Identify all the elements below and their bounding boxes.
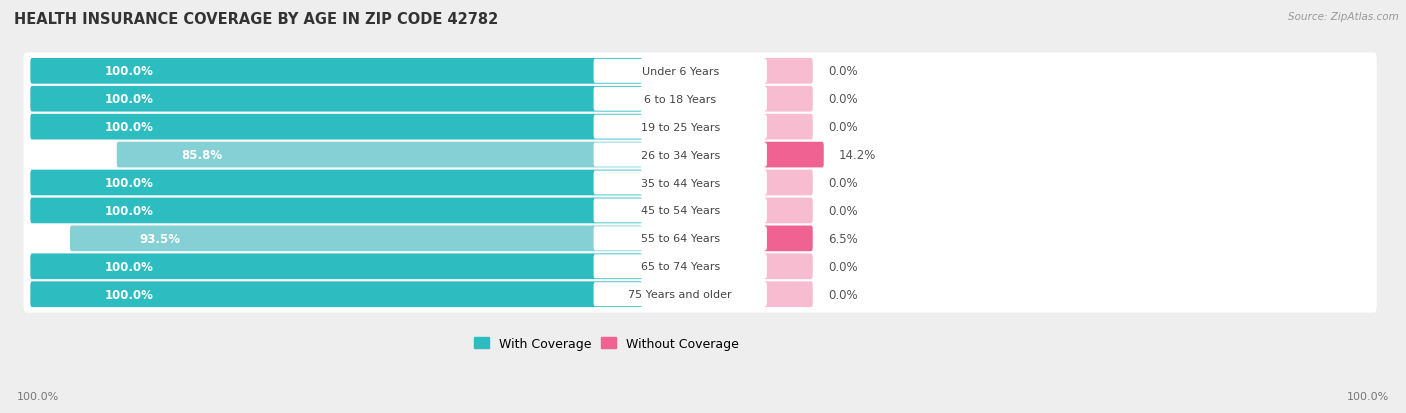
FancyBboxPatch shape (763, 282, 813, 307)
FancyBboxPatch shape (24, 165, 1376, 202)
FancyBboxPatch shape (24, 221, 1376, 257)
FancyBboxPatch shape (593, 115, 766, 139)
FancyBboxPatch shape (763, 142, 824, 168)
Text: 55 to 64 Years: 55 to 64 Years (641, 234, 720, 244)
FancyBboxPatch shape (593, 282, 766, 306)
Text: 6.5%: 6.5% (828, 232, 858, 245)
FancyBboxPatch shape (763, 254, 813, 280)
FancyBboxPatch shape (31, 198, 643, 224)
FancyBboxPatch shape (763, 87, 813, 112)
FancyBboxPatch shape (24, 248, 1376, 285)
Text: 14.2%: 14.2% (839, 149, 876, 161)
FancyBboxPatch shape (117, 142, 643, 168)
FancyBboxPatch shape (24, 81, 1376, 118)
Text: 45 to 54 Years: 45 to 54 Years (641, 206, 720, 216)
FancyBboxPatch shape (31, 87, 643, 112)
Text: 35 to 44 Years: 35 to 44 Years (641, 178, 720, 188)
FancyBboxPatch shape (24, 276, 1376, 313)
FancyBboxPatch shape (593, 59, 766, 83)
FancyBboxPatch shape (24, 53, 1376, 90)
Text: 0.0%: 0.0% (828, 177, 858, 190)
Text: 65 to 74 Years: 65 to 74 Years (641, 262, 720, 272)
FancyBboxPatch shape (24, 137, 1376, 173)
Text: 0.0%: 0.0% (828, 260, 858, 273)
Text: 100.0%: 100.0% (105, 93, 153, 106)
FancyBboxPatch shape (31, 59, 643, 84)
FancyBboxPatch shape (763, 170, 813, 196)
Text: 100.0%: 100.0% (105, 177, 153, 190)
Text: 0.0%: 0.0% (828, 65, 858, 78)
FancyBboxPatch shape (31, 170, 643, 196)
FancyBboxPatch shape (763, 198, 813, 224)
FancyBboxPatch shape (31, 282, 643, 307)
Text: 100.0%: 100.0% (105, 65, 153, 78)
Text: 100.0%: 100.0% (105, 288, 153, 301)
Text: 100.0%: 100.0% (105, 260, 153, 273)
Text: 0.0%: 0.0% (828, 204, 858, 217)
Text: 0.0%: 0.0% (828, 93, 858, 106)
Text: 85.8%: 85.8% (181, 149, 222, 161)
FancyBboxPatch shape (593, 255, 766, 279)
Text: HEALTH INSURANCE COVERAGE BY AGE IN ZIP CODE 42782: HEALTH INSURANCE COVERAGE BY AGE IN ZIP … (14, 12, 498, 27)
FancyBboxPatch shape (593, 199, 766, 223)
Text: 100.0%: 100.0% (105, 121, 153, 134)
FancyBboxPatch shape (593, 171, 766, 195)
Text: 93.5%: 93.5% (139, 232, 181, 245)
FancyBboxPatch shape (763, 59, 813, 84)
Text: 0.0%: 0.0% (828, 288, 858, 301)
FancyBboxPatch shape (70, 226, 643, 252)
Text: 19 to 25 Years: 19 to 25 Years (641, 122, 720, 132)
FancyBboxPatch shape (763, 114, 813, 140)
Text: 6 to 18 Years: 6 to 18 Years (644, 95, 716, 104)
FancyBboxPatch shape (24, 109, 1376, 146)
Legend: With Coverage, Without Coverage: With Coverage, Without Coverage (470, 332, 744, 355)
FancyBboxPatch shape (31, 254, 643, 280)
FancyBboxPatch shape (593, 227, 766, 251)
Text: Under 6 Years: Under 6 Years (641, 66, 718, 77)
Text: 75 Years and older: 75 Years and older (628, 290, 733, 299)
FancyBboxPatch shape (593, 88, 766, 112)
Text: 100.0%: 100.0% (17, 391, 59, 401)
Text: Source: ZipAtlas.com: Source: ZipAtlas.com (1288, 12, 1399, 22)
Text: 100.0%: 100.0% (105, 204, 153, 217)
Text: 100.0%: 100.0% (1347, 391, 1389, 401)
Text: 26 to 34 Years: 26 to 34 Years (641, 150, 720, 160)
FancyBboxPatch shape (24, 192, 1376, 229)
FancyBboxPatch shape (31, 114, 643, 140)
FancyBboxPatch shape (593, 143, 766, 167)
FancyBboxPatch shape (763, 226, 813, 252)
Text: 0.0%: 0.0% (828, 121, 858, 134)
